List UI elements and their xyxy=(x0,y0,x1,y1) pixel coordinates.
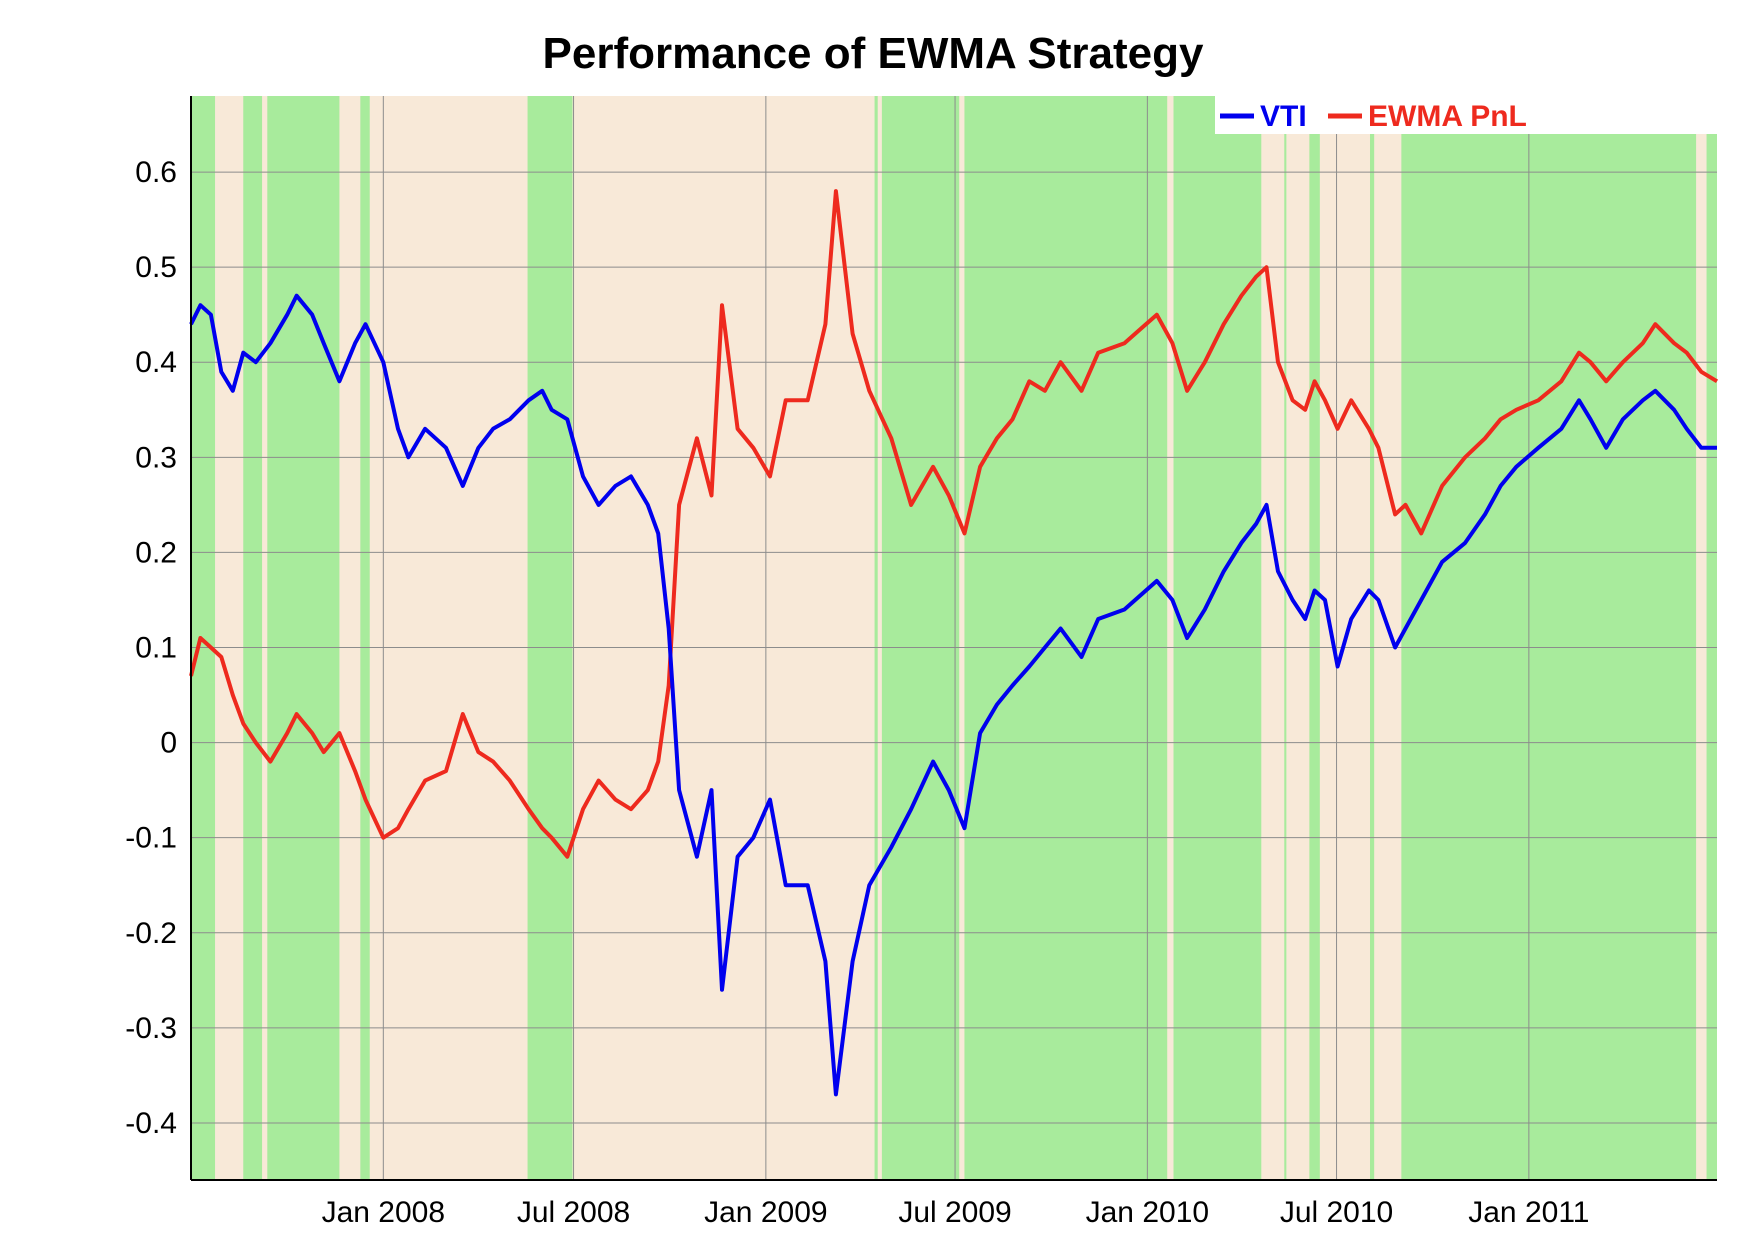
long-regime-band xyxy=(243,96,263,1180)
y-tick-label: -0.2 xyxy=(125,917,177,950)
long-regime-band xyxy=(360,96,370,1180)
long-regime-band xyxy=(1369,96,1375,1180)
x-tick-label: Jul 2008 xyxy=(517,1196,630,1229)
long-regime-band xyxy=(881,96,960,1180)
series-line-vti xyxy=(189,293,1717,1097)
long-regime-band xyxy=(1401,96,1697,1180)
chart-title: Performance of EWMA Strategy xyxy=(543,29,1204,78)
y-tick-label: -0.4 xyxy=(125,1107,177,1140)
legend: VTI EWMA PnL xyxy=(1215,96,1717,134)
x-axis-ticks: Jan 2008 Jul 2008 Jan 2009 Jul 2009 Jan 2010… xyxy=(322,1196,1590,1229)
x-tick-label: Jan 2011 xyxy=(1468,1196,1589,1229)
y-tick-label: 0.6 xyxy=(135,156,177,189)
long-regime-band xyxy=(1284,96,1287,1180)
y-tick-label: -0.1 xyxy=(125,822,177,855)
x-tick-label: Jan 2008 xyxy=(322,1196,445,1229)
grid-lines xyxy=(191,96,1717,1180)
y-tick-label: 0.3 xyxy=(135,441,177,474)
x-tick-label: Jan 2010 xyxy=(1086,1196,1209,1229)
x-tick-label: Jan 2009 xyxy=(704,1196,827,1229)
x-tick-label: Jul 2009 xyxy=(898,1196,1011,1229)
y-tick-label: 0 xyxy=(160,727,177,760)
series-lines xyxy=(189,189,1719,1097)
y-axis-ticks: 0.6 0.5 0.4 0.3 0.2 0.1 0 -0.1 -0.2 -0.3 -0.4 xyxy=(125,156,177,1140)
y-tick-label: 0.5 xyxy=(135,251,177,284)
long-regime-band xyxy=(1706,96,1717,1180)
y-tick-label: -0.3 xyxy=(125,1012,177,1045)
long-regime-band xyxy=(527,96,573,1180)
long-regime-band xyxy=(874,96,878,1180)
legend-label-ewma-pnl: EWMA PnL xyxy=(1368,100,1527,133)
x-tick-label: Jul 2010 xyxy=(1280,1196,1393,1229)
series-line-ewma-pnl xyxy=(189,189,1719,859)
long-regime-band xyxy=(1309,96,1320,1180)
y-tick-label: 0.2 xyxy=(135,536,177,569)
long-regime-band xyxy=(267,96,340,1180)
regime-background xyxy=(191,96,1717,1180)
y-tick-label: 0.4 xyxy=(135,346,177,379)
legend-label-vti: VTI xyxy=(1260,100,1307,133)
y-tick-label: 0.1 xyxy=(135,632,177,665)
legend-box xyxy=(1215,96,1717,134)
axes xyxy=(190,96,1717,1181)
